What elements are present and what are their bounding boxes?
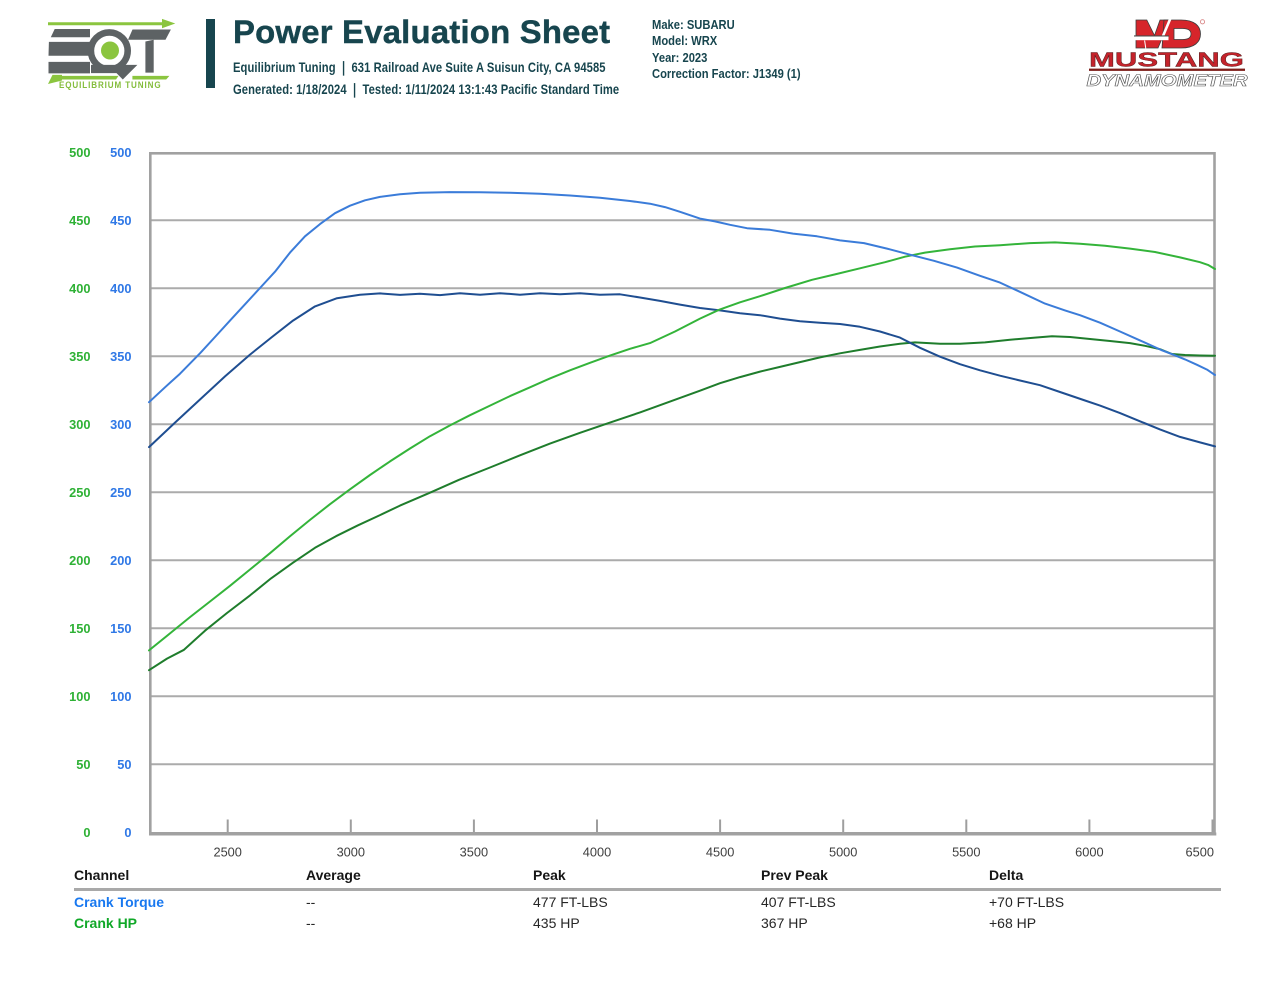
svg-text:400: 400 xyxy=(110,281,131,296)
svg-text:200: 200 xyxy=(110,553,131,568)
svg-text:6000: 6000 xyxy=(1075,845,1103,860)
svg-text:50: 50 xyxy=(76,757,90,772)
svg-text:2500: 2500 xyxy=(213,845,241,860)
svg-text:4000: 4000 xyxy=(583,845,611,860)
svg-text:350: 350 xyxy=(110,349,131,364)
svg-text:300: 300 xyxy=(69,417,90,432)
svg-text:4500: 4500 xyxy=(706,845,734,860)
svg-text:300: 300 xyxy=(110,417,131,432)
svg-text:EQUILIBRIUM TUNING: EQUILIBRIUM TUNING xyxy=(59,80,162,90)
svg-text:0: 0 xyxy=(83,825,90,840)
svg-text:3500: 3500 xyxy=(460,845,488,860)
svg-text:50: 50 xyxy=(117,757,131,772)
svg-text:150: 150 xyxy=(110,621,131,636)
svg-text:100: 100 xyxy=(69,689,90,704)
svg-text:450: 450 xyxy=(69,213,90,228)
svg-text:200: 200 xyxy=(69,553,90,568)
svg-text:100: 100 xyxy=(110,689,131,704)
svg-text:0: 0 xyxy=(124,825,131,840)
svg-text:150: 150 xyxy=(69,621,90,636)
svg-text:DYNAMOMETER: DYNAMOMETER xyxy=(1087,72,1248,90)
svg-text:500: 500 xyxy=(110,145,131,160)
svg-text:450: 450 xyxy=(110,213,131,228)
svg-text:5500: 5500 xyxy=(952,845,980,860)
svg-text:6500: 6500 xyxy=(1186,845,1214,860)
svg-text:5000: 5000 xyxy=(829,845,857,860)
svg-text:MUSTANG: MUSTANG xyxy=(1089,49,1244,72)
svg-text:400: 400 xyxy=(69,281,90,296)
svg-text:350: 350 xyxy=(69,349,90,364)
svg-text:250: 250 xyxy=(110,485,131,500)
svg-text:250: 250 xyxy=(69,485,90,500)
svg-text:3000: 3000 xyxy=(337,845,365,860)
svg-text:500: 500 xyxy=(69,145,90,160)
